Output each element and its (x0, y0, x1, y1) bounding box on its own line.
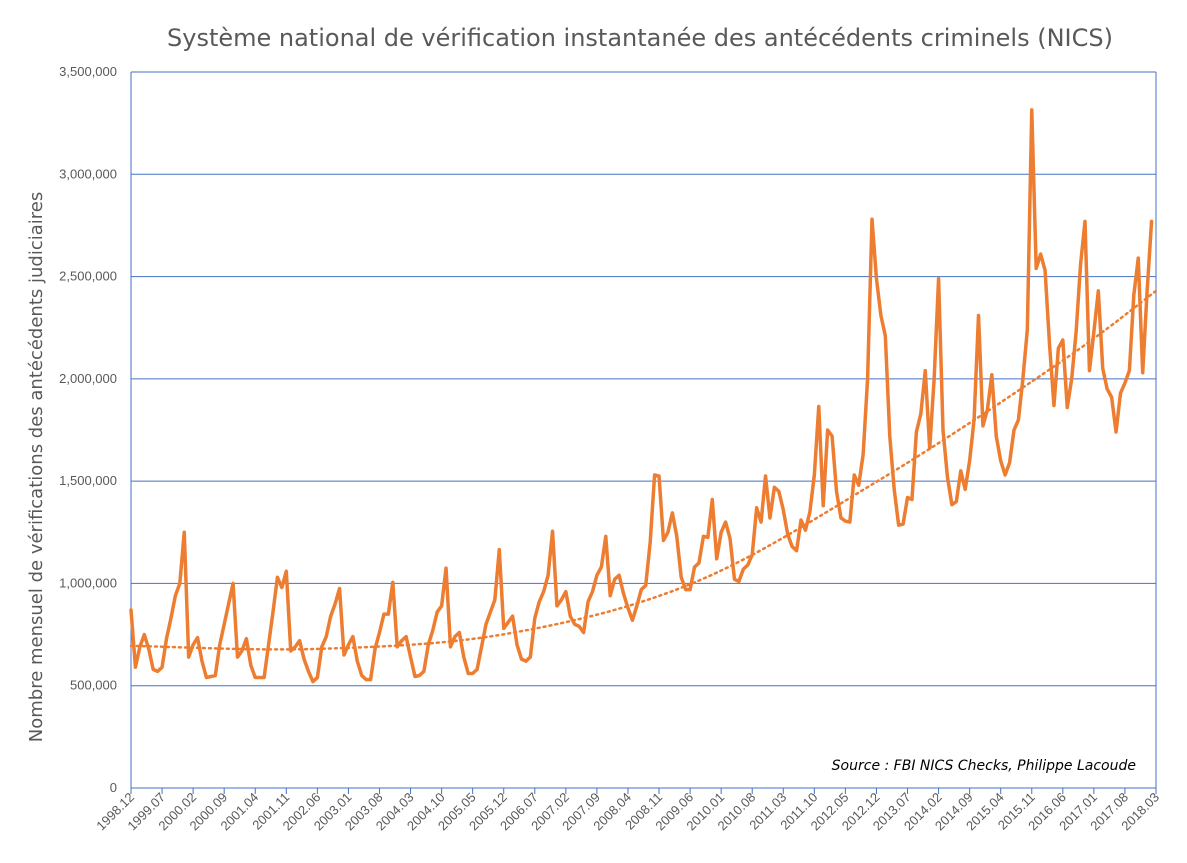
chart-title: Système national de vérification instant… (167, 24, 1113, 52)
y-tick-label: 3,500,000 (59, 64, 117, 79)
y-tick-label: 2,500,000 (59, 269, 117, 284)
gridlines (130, 71, 1157, 789)
y-tick-label: 2,000,000 (59, 371, 117, 386)
series-line-nics-checks (129, 108, 1154, 684)
y-tick-label: 3,000,000 (59, 166, 117, 181)
source-annotation: Source : FBI NICS Checks, Philippe Lacou… (832, 758, 1136, 774)
trendline-dotted (129, 289, 1158, 651)
y-axis-label: Nombre mensuel de vérifications des anté… (26, 192, 47, 742)
y-tick-label: 500,000 (70, 678, 117, 693)
y-axis-ticks: 0 500,000 1,000,000 1,500,000 2,000,000 2,500… (59, 64, 117, 795)
y-tick-label: 1,500,000 (59, 473, 117, 488)
x-axis-ticks: 1998.121999.072000.022000.092001.042001.… (93, 788, 1162, 833)
y-tick-label: 1,000,000 (59, 575, 117, 590)
y-tick-label: 0 (110, 780, 117, 795)
series-layer (129, 108, 1158, 684)
